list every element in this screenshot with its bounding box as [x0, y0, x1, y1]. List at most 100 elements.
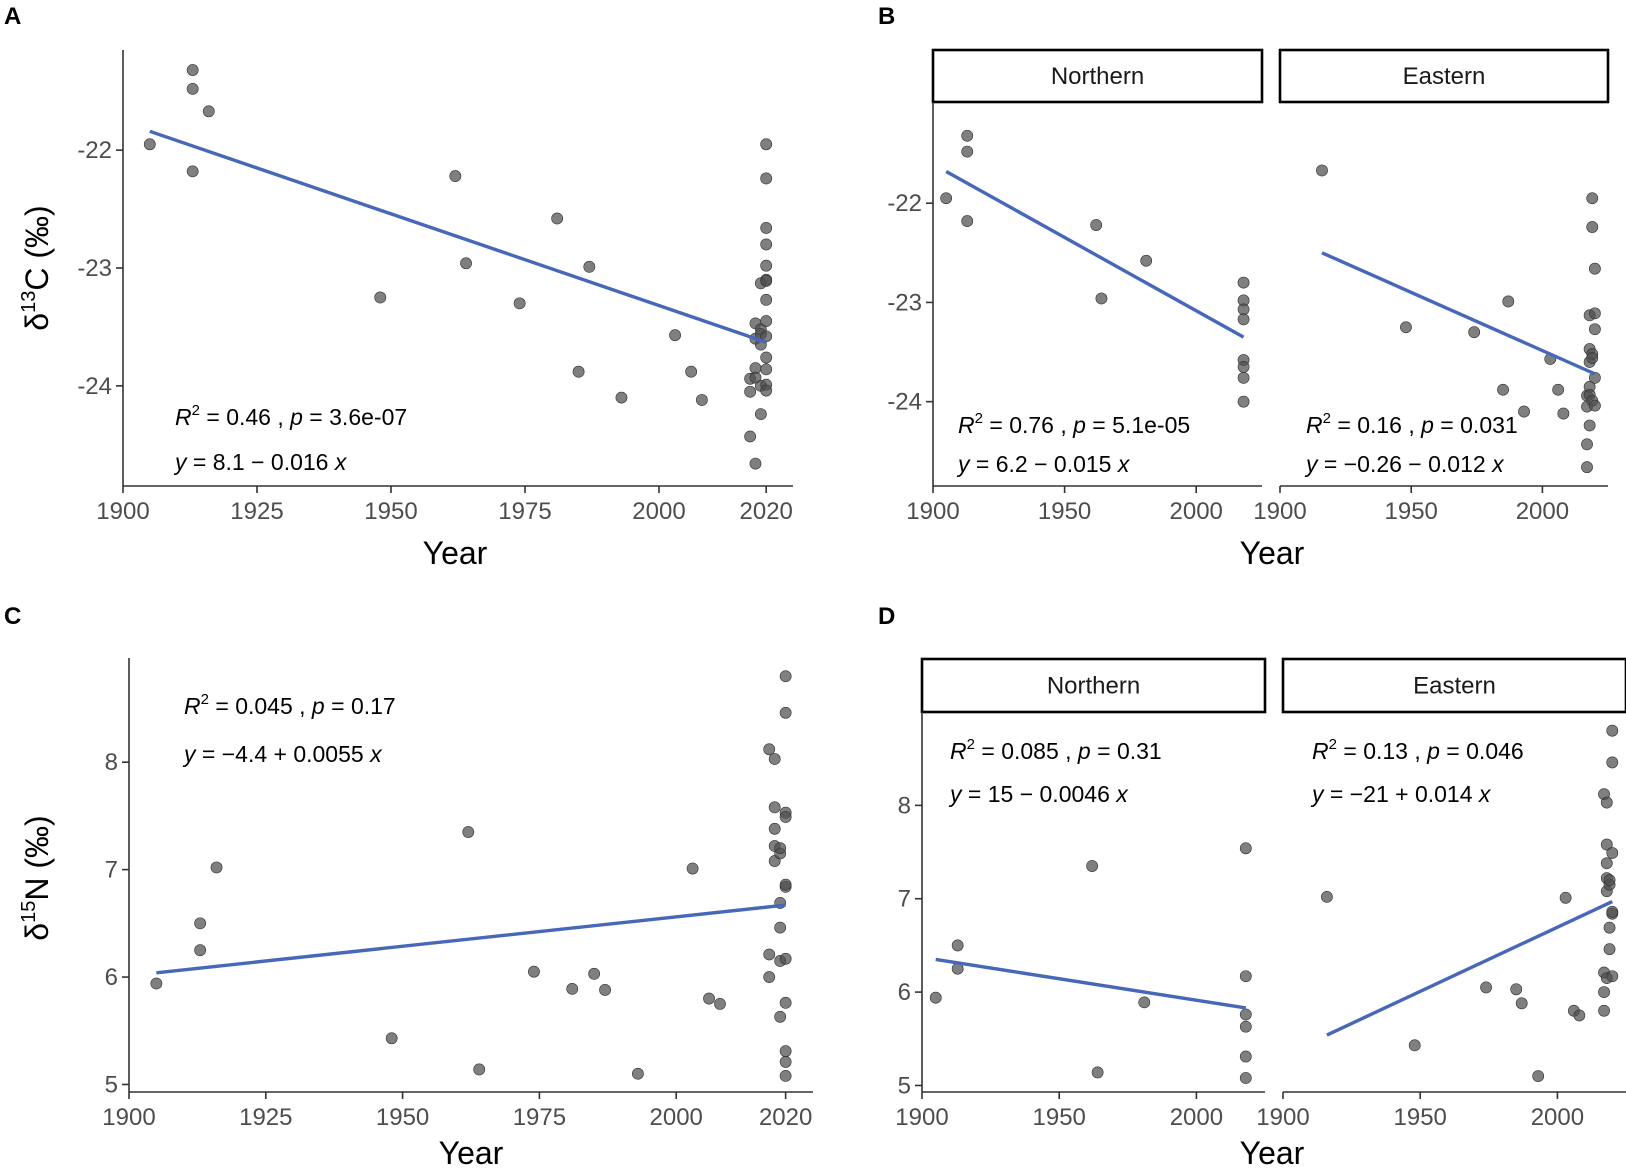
- data-point: [1239, 1072, 1252, 1084]
- data-point: [1090, 219, 1103, 231]
- data-point: [1606, 756, 1619, 769]
- eq-equals: =: [187, 449, 213, 475]
- data-point: [768, 801, 781, 814]
- p-value: 0.17: [351, 693, 396, 719]
- regression-line: [1326, 899, 1614, 1037]
- data-point: [774, 921, 787, 934]
- x-tick-label: 2020: [759, 1104, 812, 1131]
- p-equals: =: [325, 693, 351, 719]
- data-point: [760, 293, 773, 306]
- facet-northern: Northern 1900 1950 2000 -24 -23 -22 R2 = 0.76 ,…: [887, 48, 1264, 525]
- y-var: y: [1310, 781, 1325, 807]
- r2-equals: =: [209, 693, 235, 719]
- data-point: [1237, 313, 1250, 326]
- data-point: [760, 259, 773, 272]
- data-point: [194, 917, 207, 930]
- y-var: y: [173, 449, 188, 475]
- data-point: [513, 297, 526, 310]
- separator: ,: [1402, 412, 1421, 438]
- eq-equals: =: [1324, 781, 1350, 807]
- data-point: [760, 384, 773, 397]
- x-tick-label: 1950: [1394, 1104, 1447, 1131]
- p-value: 0.031: [1460, 412, 1518, 438]
- data-point: [194, 944, 207, 957]
- equation-annotation: y = 8.1 − 0.016 x: [173, 449, 348, 475]
- facet-strip-label: Northern: [1051, 63, 1144, 90]
- data-point: [1237, 395, 1250, 408]
- panel-a: A 1900 1925 1950 1975 2000 2020 -24 -23 -22 R2 = 0…: [4, 3, 793, 571]
- panel-letter: A: [4, 3, 21, 30]
- data-point: [583, 260, 596, 273]
- equation-annotation: y = −21 + 0.014 x: [1310, 781, 1492, 807]
- data-point: [695, 394, 708, 406]
- data-point: [1510, 983, 1523, 996]
- data-point: [760, 138, 773, 151]
- y-tick-label: 5: [898, 1072, 911, 1099]
- y-tick-label: 7: [898, 886, 911, 913]
- p-equals: =: [1086, 412, 1112, 438]
- y-tick-label: 8: [105, 749, 118, 776]
- y-title-isotope: 15: [18, 901, 40, 923]
- r2-annotation: R2 = 0.76 , p = 5.1e-05: [958, 410, 1190, 438]
- data-point: [703, 992, 715, 1005]
- data-point: [1239, 1050, 1252, 1063]
- r-label: R: [1312, 738, 1329, 764]
- data-point: [744, 430, 757, 443]
- separator: ,: [271, 404, 290, 430]
- data-point: [473, 1063, 486, 1076]
- x-tick-label: 1925: [239, 1104, 292, 1131]
- data-point: [768, 753, 781, 765]
- panel-b: B Northern 1900 1950 2000 -24 -23 -22 R2 = 0.76 …: [878, 3, 1610, 571]
- data-point: [754, 408, 767, 421]
- eq-equals: =: [970, 451, 996, 477]
- panel-letter: C: [4, 603, 21, 630]
- y-var: y: [956, 451, 971, 477]
- data-point: [1559, 891, 1572, 904]
- facet-northern: Northern 1900 1950 2000 5 6 7 8 R2 = 0.085 , p =…: [895, 657, 1267, 1131]
- r2-value: 0.13: [1363, 738, 1408, 764]
- x-var: x: [1473, 781, 1492, 807]
- equation-annotation: y = −4.4 + 0.0055 x: [182, 741, 383, 767]
- x-var: x: [328, 449, 347, 475]
- y-tick-label: -22: [77, 137, 112, 164]
- data-point: [1586, 192, 1599, 205]
- r2-equals: =: [1337, 738, 1363, 764]
- separator: ,: [293, 693, 312, 719]
- x-tick-label: 1975: [498, 498, 551, 525]
- y-tick-label: 5: [105, 1071, 118, 1098]
- p-value: 0.046: [1466, 738, 1524, 764]
- data-point: [1552, 383, 1565, 396]
- y-tick-label: -24: [77, 373, 112, 400]
- data-point: [779, 996, 792, 1009]
- equation-value: 15 − 0.0046: [988, 781, 1110, 807]
- r-label: R: [1306, 412, 1323, 438]
- x-axis-title: Year: [1240, 535, 1305, 571]
- data-point: [1581, 438, 1593, 451]
- r2-annotation: R2 = 0.13 , p = 0.046: [1312, 736, 1524, 764]
- r-superscript: 2: [201, 691, 209, 708]
- data-point: [1603, 874, 1616, 886]
- y-tick-label: 6: [105, 964, 118, 991]
- x-tick-label: 2020: [740, 498, 793, 525]
- y-tick-label: -22: [887, 190, 922, 217]
- data-point: [779, 952, 792, 965]
- data-point: [1515, 997, 1528, 1010]
- x-tick-label: 1900: [895, 1104, 948, 1131]
- y-title-element: N (‰): [19, 815, 55, 900]
- regression-line: [935, 957, 1247, 1010]
- x-var: x: [364, 741, 383, 767]
- data-point: [1586, 221, 1599, 233]
- data-point: [779, 811, 792, 823]
- data-point: [779, 1069, 792, 1082]
- data-point: [1598, 986, 1610, 998]
- r-superscript: 2: [1323, 410, 1331, 427]
- facet-strip: [931, 48, 1264, 104]
- data-point: [749, 371, 762, 384]
- y-title-delta: δ: [19, 313, 55, 331]
- regression-line: [156, 903, 786, 975]
- x-var: x: [1110, 781, 1129, 807]
- facet-strip: [1281, 657, 1626, 714]
- facet-strip-label: Northern: [1047, 673, 1140, 700]
- data-point: [566, 982, 579, 995]
